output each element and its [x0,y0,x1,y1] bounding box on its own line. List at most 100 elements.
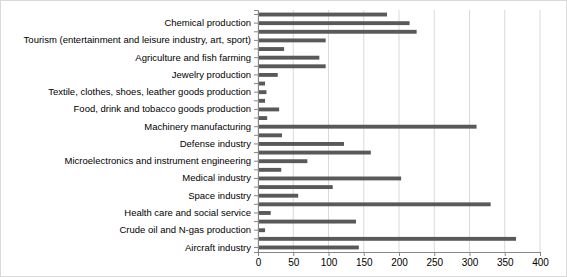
y-tick-label: Tourism (entertainment and leisure indus… [24,34,251,45]
x-tick-mark [470,252,471,256]
bar [258,211,271,215]
y-tick: Textile, clothes, shoes, leather goods p… [48,86,258,97]
y-tick-mark [254,247,258,248]
grid-line [434,10,435,252]
bar [258,177,401,181]
x-tick: 200 [391,252,408,268]
y-tick [254,221,258,222]
bar [258,99,265,103]
bar [258,142,344,146]
bar [258,90,266,94]
x-tick-mark [329,252,330,256]
y-tick [254,135,258,136]
y-tick-label: Agriculture and fish farming [135,52,251,63]
y-tick-mark [254,74,258,75]
y-tick-mark [254,92,258,93]
y-tick-label: Crude oil and N-gas production [120,224,252,235]
x-axis-line [259,253,541,257]
y-tick-mark [254,230,258,231]
y-tick: Chemical production [164,17,258,28]
y-tick [254,152,258,153]
y-tick-mark [254,161,258,162]
y-tick [254,83,258,84]
bar [258,30,417,34]
bar [258,56,319,60]
x-tick: 300 [462,252,479,268]
y-tick: Tourism (entertainment and leisure indus… [24,34,258,45]
y-tick-mark [254,135,258,136]
y-tick [254,100,258,101]
grid-line [399,10,400,252]
y-tick: Jewelry production [172,69,258,80]
y-tick: Medical industry [182,172,258,183]
y-tick: Health care and social service [124,207,258,218]
y-tick-label: Aircraft industry [185,242,251,253]
bar [258,185,333,189]
y-tick-mark [254,169,258,170]
bar [258,107,279,111]
y-tick [254,204,258,205]
y-tick: Crude oil and N-gas production [120,224,259,235]
grid-line [504,10,505,252]
x-tick: 100 [321,252,338,268]
x-tick-mark [505,252,506,256]
y-tick-label: Food, drink and tobacco goods production [74,103,251,114]
y-tick-mark [254,126,258,127]
x-tick-mark [540,252,541,256]
y-tick: Aircraft industry [185,242,258,253]
y-tick [254,187,258,188]
bar [258,73,278,77]
y-tick-label: Health care and social service [124,207,251,218]
bar [258,159,307,163]
y-tick-mark [254,66,258,67]
bar [258,133,282,137]
x-tick-label: 100 [321,257,338,268]
y-tick-label: Machinery manufacturing [144,121,251,132]
bar [258,64,326,68]
bar [258,47,284,51]
y-tick: Food, drink and tobacco goods production [74,103,258,114]
x-tick: 0 [256,252,262,268]
bar [258,116,267,120]
y-tick [254,14,258,15]
x-tick: 350 [497,252,514,268]
x-tick: 400 [532,252,549,268]
bar [258,220,356,224]
chart: 050100150200250300350400Chemical product… [0,0,567,277]
y-tick: Machinery manufacturing [144,121,258,132]
bar [258,246,359,250]
y-axis-line [254,11,259,253]
y-tick-mark [254,195,258,196]
y-tick [254,118,258,119]
y-tick-mark [254,14,258,15]
x-tick-mark [434,252,435,256]
plot: 050100150200250300350400Chemical product… [24,10,550,268]
y-tick-label: Defense industry [180,138,252,149]
x-axis: 050100150200250300350400 [256,252,550,268]
y-tick-mark [254,204,258,205]
x-tick: 150 [356,252,373,268]
y-tick-mark [254,238,258,239]
y-tick-label: Jewelry production [172,69,251,80]
x-tick-label: 400 [532,257,549,268]
y-tick-label: Chemical production [164,17,251,28]
y-tick-mark [254,212,258,213]
x-tick-label: 150 [356,257,373,268]
y-tick: Agriculture and fish farming [135,52,258,63]
x-tick-label: 200 [391,257,408,268]
grid-line [363,10,364,252]
x-tick-mark [364,252,365,256]
x-tick-mark [399,252,400,256]
bar [258,151,371,155]
y-tick-mark [254,83,258,84]
y-axis: Chemical production Tourism (entertainmen… [24,11,259,253]
x-tick-mark [293,252,294,256]
y-tick-label: Space industry [188,190,251,201]
bar [258,194,298,198]
y-tick-mark [254,57,258,58]
y-tick [254,238,258,239]
y-tick-mark [254,118,258,119]
y-tick-mark [254,143,258,144]
y-tick-mark [254,178,258,179]
bar [258,228,265,232]
